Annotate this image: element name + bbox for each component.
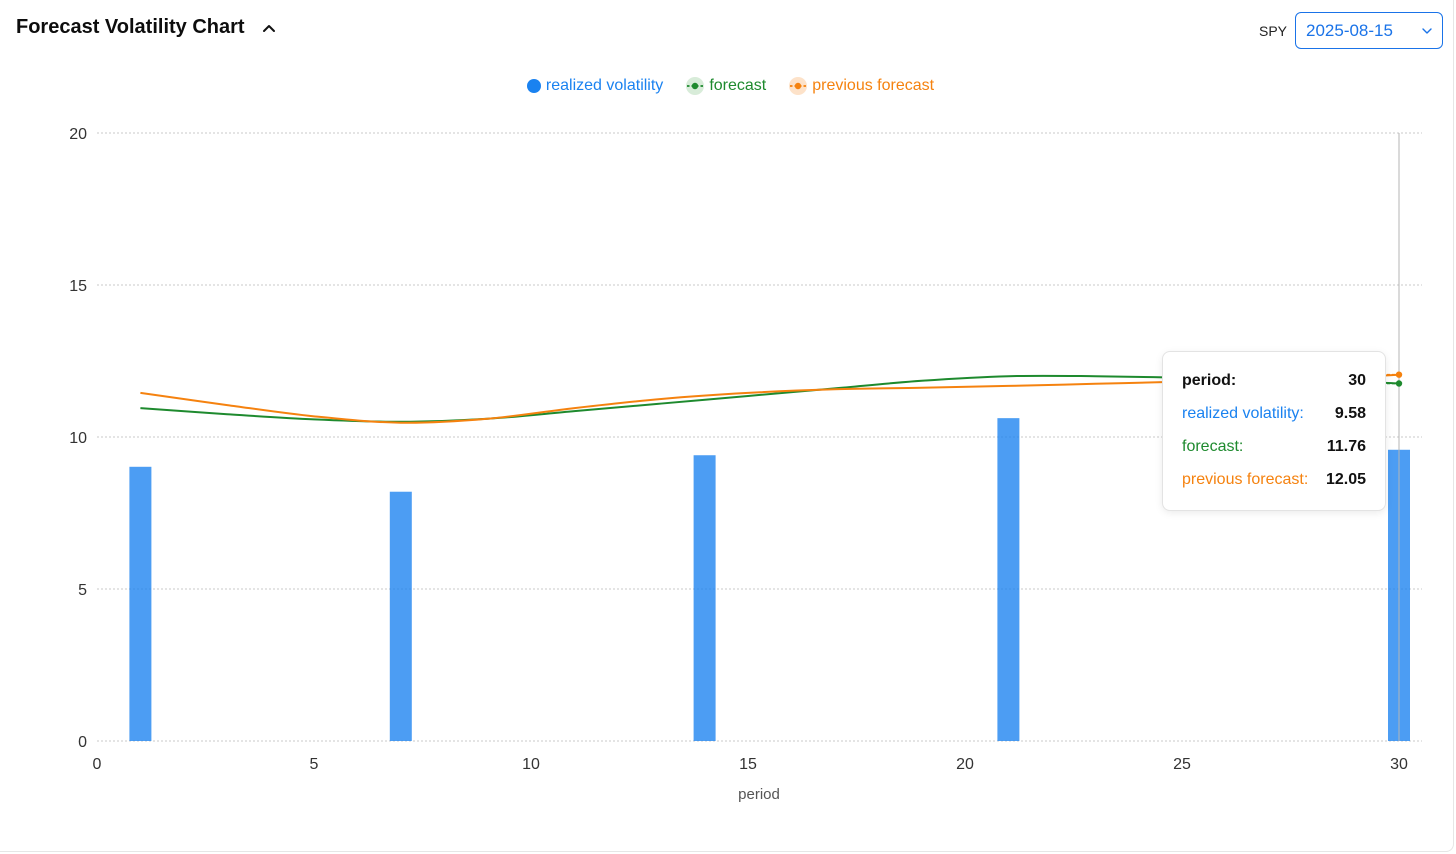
date-select[interactable]: 2025-08-15 xyxy=(1295,12,1443,49)
tooltip-realized-volatility-label: realized volatility: xyxy=(1182,405,1304,422)
tooltip-forecast-label: forecast: xyxy=(1182,438,1244,455)
chart-legend: realized volatility forecast previous fo… xyxy=(0,76,1456,96)
chart-title: Forecast Volatility Chart xyxy=(16,16,245,38)
y-tick-label-0: 0 xyxy=(78,734,87,751)
tooltip-realized-volatility-value: 9.58 xyxy=(1334,405,1366,422)
tooltip-period-value: 30 xyxy=(1348,372,1366,389)
tooltip-previous-forecast-label: previous forecast: xyxy=(1182,471,1309,488)
bar-period-7 xyxy=(389,491,412,741)
legend-item-forecast[interactable]: forecast xyxy=(685,76,766,96)
hover-point-forecast xyxy=(1395,380,1403,387)
legend-label-forecast: forecast xyxy=(709,77,767,94)
chevron-down-icon xyxy=(1422,27,1432,34)
x-tick-label-25: 25 xyxy=(1173,756,1191,773)
tooltip-row-forecast: forecast: 11.76 xyxy=(1182,438,1366,471)
y-tick-label-10: 10 xyxy=(69,430,87,447)
hover-point-previous-forecast xyxy=(1395,371,1403,378)
legend-label-previous-forecast: previous forecast xyxy=(812,77,935,94)
legend-label-realized-volatility: realized volatility xyxy=(545,77,664,94)
x-tick-label-5: 5 xyxy=(310,756,319,773)
legend-item-previous-forecast[interactable]: previous forecast xyxy=(788,76,934,96)
collapse-button[interactable] xyxy=(259,18,279,38)
legend-marker-realized-volatility xyxy=(526,79,541,93)
y-tick-label-20: 20 xyxy=(69,126,87,143)
chart-tooltip: period: 30 realized volatility: 9.58 for… xyxy=(1162,351,1386,511)
y-tick-label-5: 5 xyxy=(78,582,87,599)
ticker-label: SPY xyxy=(1258,22,1287,39)
date-select-value: 2025-08-15 xyxy=(1306,20,1393,40)
chevron-up-icon xyxy=(262,24,275,32)
hover-layer xyxy=(1387,133,1403,741)
bar-series-realized-volatility xyxy=(129,418,1410,741)
tooltip-forecast-value: 11.76 xyxy=(1326,438,1366,455)
bar-period-14 xyxy=(693,455,716,741)
x-tick-label-0: 0 xyxy=(93,756,102,773)
tooltip-row-previous-forecast: previous forecast: 12.05 xyxy=(1182,471,1366,504)
legend-marker-forecast xyxy=(686,77,705,95)
chart-controls: SPY 2025-08-15 xyxy=(1259,12,1443,49)
tooltip-row-realized-volatility: realized volatility: 9.58 xyxy=(1182,405,1366,438)
tooltip-previous-forecast-value: 12.05 xyxy=(1325,471,1366,488)
chart-header: Forecast Volatility Chart xyxy=(16,16,279,39)
axis-ticks: 0 5 10 15 20 0 5 10 15 20 25 30 xyxy=(69,126,1408,773)
x-axis-title: period xyxy=(738,786,780,803)
tooltip-period-label: period: xyxy=(1182,372,1237,389)
legend-marker-previous-forecast xyxy=(789,77,808,95)
bar-period-21 xyxy=(997,418,1020,741)
x-tick-label-15: 15 xyxy=(739,756,757,773)
x-tick-label-20: 20 xyxy=(956,756,974,773)
tooltip-row-period: period: 30 xyxy=(1182,372,1366,405)
x-tick-label-30: 30 xyxy=(1390,756,1408,773)
y-tick-label-15: 15 xyxy=(69,278,87,295)
legend-item-realized-volatility[interactable]: realized volatility xyxy=(526,76,663,96)
x-tick-label-10: 10 xyxy=(522,756,540,773)
bar-period-1 xyxy=(129,466,152,741)
